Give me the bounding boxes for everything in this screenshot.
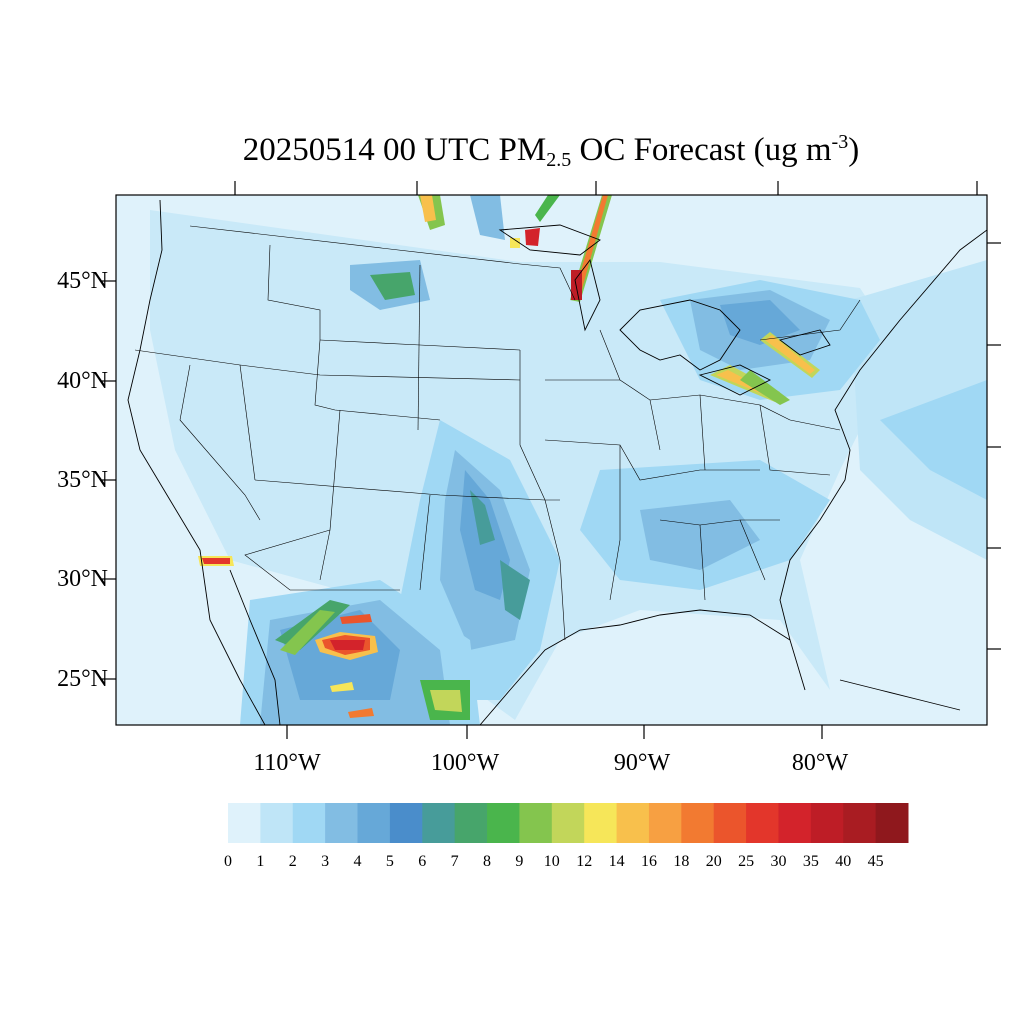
map-title: 20250514 00 UTC PM2.5 OC Forecast (ug m-… — [242, 131, 860, 171]
lon-label-90w: 90°W — [613, 750, 671, 776]
colorbar-swatch — [778, 803, 812, 843]
colorbar-tick-label: 40 — [835, 853, 852, 870]
colorbar-tick-label: 8 — [483, 853, 492, 870]
state-borders — [134, 225, 861, 641]
colorbar-swatch — [810, 803, 844, 843]
colorbar-swatch — [292, 803, 326, 843]
axis-ticks — [102, 181, 1001, 739]
colorbar-swatch — [260, 803, 294, 843]
colorbar-swatch — [648, 803, 682, 843]
colorbar-tick-label: 35 — [802, 853, 819, 870]
colorbar-tick-label: 4 — [353, 853, 362, 870]
colorbar — [228, 803, 909, 843]
map-field — [116, 195, 987, 725]
colorbar-tick-label: 7 — [450, 853, 459, 870]
colorbar-tick-label: 25 — [738, 853, 755, 870]
colorbar-swatch — [228, 803, 261, 843]
colorbar-tick-label: 30 — [770, 853, 787, 870]
colorbar-tick-label: 45 — [867, 853, 884, 870]
colorbar-swatch — [551, 803, 585, 843]
lon-label-80w: 80°W — [791, 750, 849, 776]
colorbar-tick-label: 18 — [673, 853, 690, 870]
colorbar-tick-label: 6 — [418, 853, 427, 870]
colorbar-swatch — [616, 803, 650, 843]
lat-label-30n: 30°N — [57, 566, 108, 592]
lon-label-110w: 110°W — [253, 750, 321, 776]
colorbar-swatch — [681, 803, 715, 843]
colorbar-swatch — [746, 803, 779, 843]
lon-label-100w: 100°W — [430, 750, 500, 776]
colorbar-tick-label: 2 — [288, 853, 297, 870]
lat-label-40n: 40°N — [57, 368, 108, 394]
colorbar-swatch — [325, 803, 359, 843]
colorbar-tick-label: 20 — [705, 853, 722, 870]
colorbar-swatch — [519, 803, 553, 843]
colorbar-tick-label: 0 — [224, 853, 232, 870]
lat-label-35n: 35°N — [57, 467, 108, 493]
colorbar-swatch — [843, 803, 877, 843]
colorbar-swatch — [357, 803, 391, 843]
colorbar-swatch — [487, 803, 520, 843]
lat-label-25n: 25°N — [57, 666, 108, 692]
colorbar-swatch — [875, 803, 909, 843]
colorbar-tick-label: 16 — [640, 853, 657, 870]
colorbar-tick-label: 10 — [543, 853, 560, 870]
map-frame — [115, 194, 988, 726]
colorbar-swatch — [454, 803, 488, 843]
colorbar-tick-label: 14 — [608, 853, 625, 870]
colorbar-tick-label: 3 — [321, 853, 330, 870]
colorbar-swatch — [389, 803, 423, 843]
colorbar-swatch — [422, 803, 456, 843]
coastlines — [127, 199, 987, 725]
colorbar-swatch — [584, 803, 618, 843]
colorbar-tick-label: 12 — [576, 853, 593, 870]
colorbar-tick-label: 5 — [385, 853, 394, 870]
colorbar-tick-label: 9 — [515, 853, 524, 870]
lat-label-45n: 45°N — [57, 268, 108, 294]
colorbar-tick-label: 1 — [256, 853, 265, 870]
colorbar-swatch — [713, 803, 747, 843]
